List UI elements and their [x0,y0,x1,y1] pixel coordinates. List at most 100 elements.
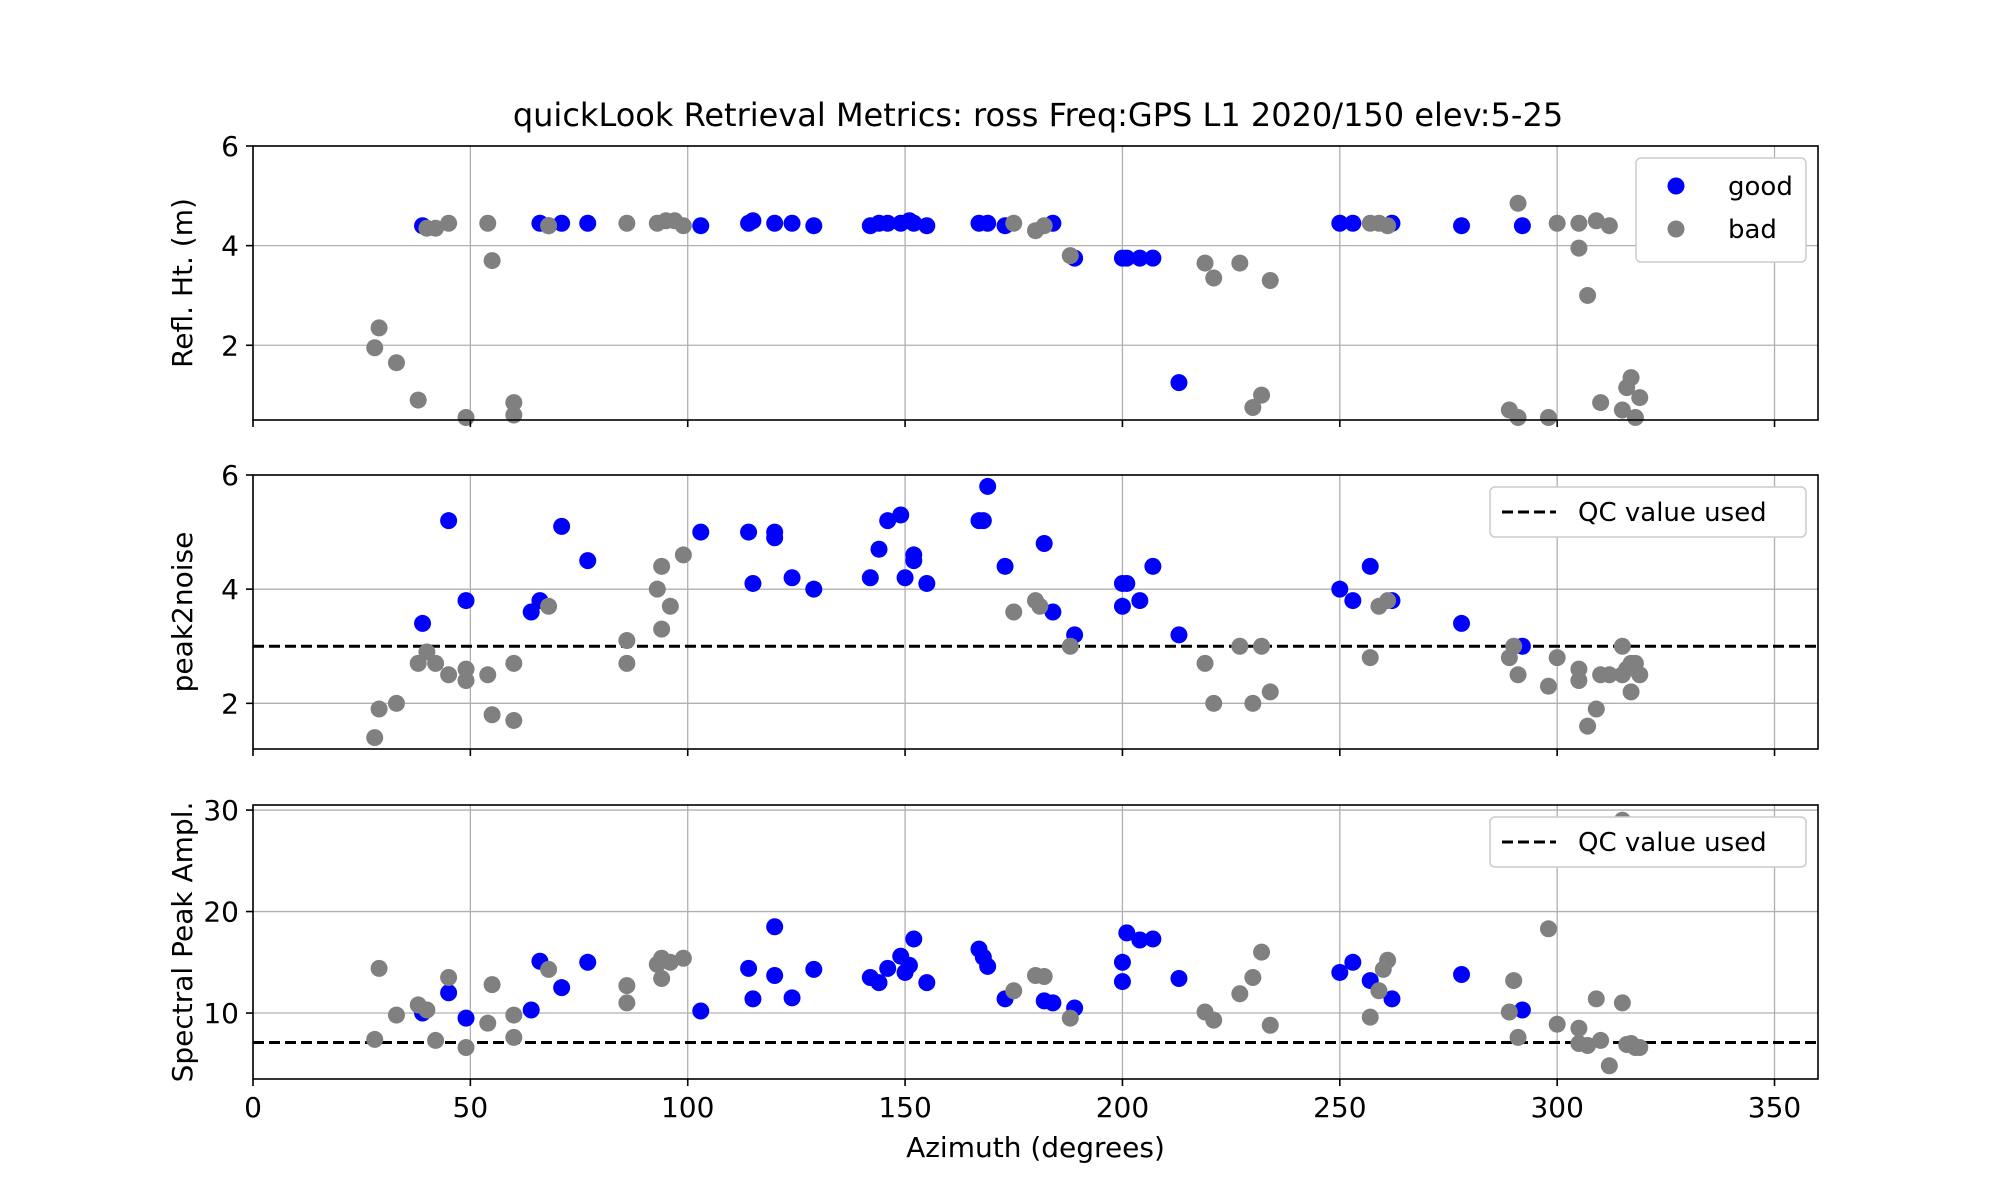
data-point-good [1331,963,1349,981]
data-point-bad [540,960,558,978]
data-point-good [996,557,1014,575]
data-point-good [905,930,923,948]
data-point-good [870,974,888,992]
data-point-good [892,506,910,524]
data-point-good [579,552,597,570]
data-point-bad [1505,637,1523,655]
legend-box [1489,486,1807,538]
data-point-good [744,212,762,230]
data-point-bad [540,217,558,235]
data-point-good [979,477,997,495]
data-point-bad [1244,969,1262,987]
data-point-bad [1613,994,1631,1012]
data-point-bad [1231,254,1249,272]
x-tick-label: 50 [453,1091,489,1124]
data-point-good [918,217,936,235]
data-point-bad [1370,982,1388,1000]
data-point-good [1331,214,1349,232]
data-point-bad [1509,409,1527,427]
data-point-bad [1261,272,1279,290]
data-point-bad [366,1030,384,1048]
data-point-bad [1361,649,1379,667]
data-point-bad [1205,1011,1223,1029]
data-point-bad [1613,637,1631,655]
data-point-bad [479,214,497,232]
data-point-good [1035,535,1053,552]
y-tick-label: 20 [203,896,239,929]
data-point-bad [1031,597,1049,615]
data-point-good [692,1002,710,1020]
data-point-good [974,512,992,530]
data-point-bad [1061,247,1079,265]
data-point-bad [1005,214,1023,232]
data-point-bad [366,339,384,357]
data-point-bad [479,1014,497,1032]
data-point-bad [1253,386,1271,404]
data-point-good [879,214,897,232]
data-point-bad [1539,920,1557,938]
data-point-bad [1196,654,1214,672]
data-point-bad [1592,394,1610,412]
data-point-bad [1570,214,1588,232]
data-point-bad [1600,1057,1618,1075]
legend: QC value used [1489,816,1807,868]
data-point-good [440,984,458,1002]
data-point-good [1118,249,1136,267]
data-point-bad [653,620,671,638]
legend: good bad [1635,157,1807,263]
data-point-bad [1231,637,1249,655]
data-point-good [896,569,914,587]
data-point-bad [1539,677,1557,695]
data-point-good [1170,970,1188,988]
data-point-good [918,974,936,992]
data-point-bad [1231,985,1249,1003]
data-point-bad [366,729,384,747]
data-point-good [1383,990,1401,1008]
data-point-good [1513,1001,1531,1019]
x-tick-label: 200 [1096,1091,1149,1124]
data-point-bad [1631,1039,1649,1057]
data-point-bad [483,252,501,270]
data-point-bad [505,394,523,412]
series-bad [366,194,1649,427]
data-point-good [1344,214,1362,232]
data-point-good [740,959,758,977]
y-tick-label: 30 [203,794,239,827]
data-point-bad [387,694,405,712]
series-bad [366,546,1649,747]
data-point-good [440,512,458,530]
data-point-good [1113,973,1131,991]
data-point-bad [1196,254,1214,272]
data-point-bad [674,546,692,564]
data-point-good [879,959,897,977]
data-point-good [783,214,801,232]
data-point-good [522,1001,540,1019]
y-axis-label: peak2noise [166,532,199,693]
data-point-good [457,1009,475,1027]
panel-1: 2 4 6 Refl. Ht. (m) good bad [166,130,1819,427]
data-point-bad [1579,1037,1597,1055]
data-point-bad [457,660,475,678]
series-good [414,212,1531,392]
x-tick-label: 300 [1530,1091,1583,1124]
data-point-good [766,529,784,547]
data-point-good [783,569,801,587]
legend: QC value used [1489,486,1807,538]
data-point-good [579,953,597,971]
y-tick-label: 2 [221,687,239,720]
data-point-bad [1061,637,1079,655]
data-point-good [553,979,571,997]
data-point-bad [1505,972,1523,990]
data-point-bad [1570,672,1588,689]
legend-marker-bad [1667,220,1685,238]
data-point-bad [479,666,497,684]
data-point-good [692,217,710,235]
data-point-bad [418,1001,436,1019]
legend-label: bad [1728,215,1777,245]
data-point-bad [1626,409,1644,427]
data-point-bad [440,214,458,232]
data-point-bad [661,953,679,971]
data-point-bad [1631,666,1649,684]
data-point-bad [1500,1003,1518,1021]
